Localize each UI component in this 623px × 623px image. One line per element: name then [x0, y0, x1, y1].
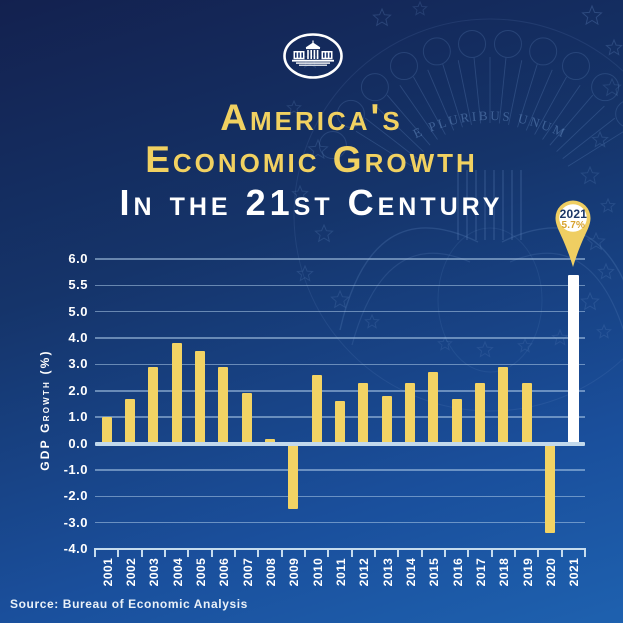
x-axis-label-2019: 2019 — [520, 557, 535, 587]
x-axis-tick — [327, 548, 330, 557]
x-axis-label-2010: 2010 — [310, 557, 325, 587]
bar-2010 — [311, 375, 322, 444]
x-axis-tick — [280, 548, 283, 557]
x-axis-tick — [444, 548, 446, 557]
x-axis-tick — [140, 548, 143, 557]
y-axis-label--4.0: -4.0 — [63, 541, 88, 556]
bar-2008 — [265, 439, 275, 444]
gridline-5.0 — [95, 310, 585, 313]
x-axis-tick — [210, 548, 213, 557]
bar-2019 — [521, 382, 532, 444]
x-axis-label-2001: 2001 — [100, 557, 115, 587]
bar-2014 — [405, 382, 415, 444]
title-line-3: In the 21st Century — [119, 182, 504, 223]
map-pin-icon — [555, 200, 591, 267]
x-axis-tick — [304, 548, 306, 557]
x-axis-line — [95, 547, 586, 550]
x-axis-label-2017: 2017 — [474, 557, 488, 587]
bar-2013 — [381, 396, 392, 444]
x-axis-label-2014: 2014 — [404, 557, 418, 587]
y-axis-label-5.5: 5.5 — [68, 277, 88, 293]
y-axis-label-6.0: 6.0 — [68, 251, 88, 266]
gridline--2.0 — [95, 495, 585, 498]
callout-pin-2021: 2021 5.7% — [553, 198, 593, 270]
x-axis-label-2003: 2003 — [147, 557, 162, 587]
gridline-5.5 — [95, 284, 585, 287]
bar-2009 — [288, 443, 299, 510]
bar-2021 — [567, 274, 579, 444]
x-axis-tick — [350, 548, 353, 557]
bar-2018 — [498, 367, 509, 444]
x-axis-tick — [397, 548, 400, 557]
x-axis-tick — [490, 548, 493, 557]
x-axis-tick — [187, 548, 190, 557]
y-axis-label-4.0: 4.0 — [68, 330, 88, 346]
x-axis-label-2018: 2018 — [497, 557, 512, 587]
callout-value: 5.7% — [561, 220, 586, 231]
zero-baseline — [95, 441, 585, 446]
bar-2007 — [241, 393, 252, 444]
y-axis-label--3.0: -3.0 — [63, 514, 88, 530]
white-house-icon — [283, 33, 343, 79]
bar-2003 — [148, 367, 159, 444]
y-axis-label-0.0: 0.0 — [68, 435, 88, 451]
x-axis-tick — [257, 548, 260, 557]
x-axis-label-2020: 2020 — [544, 557, 558, 587]
bar-2011 — [335, 401, 345, 444]
bar-2015 — [428, 372, 439, 444]
x-axis-label-2012: 2012 — [357, 557, 372, 587]
x-axis-tick — [467, 548, 470, 557]
bar-2001 — [101, 417, 112, 444]
x-axis-label-2007: 2007 — [240, 557, 255, 587]
x-axis-label-2009: 2009 — [287, 557, 302, 587]
x-axis-tick — [420, 548, 423, 557]
y-axis-label-3.0: 3.0 — [68, 356, 88, 372]
bar-2020 — [545, 443, 555, 534]
x-axis-tick — [537, 548, 540, 557]
gridline-2.0 — [95, 390, 585, 392]
gridline-6.0 — [95, 258, 585, 260]
gridline-3.0 — [95, 363, 585, 366]
source-credit: Source: Bureau of Economic Analysis — [10, 597, 248, 611]
y-axis-label--2.0: -2.0 — [63, 488, 88, 504]
callout-year: 2021 — [559, 207, 588, 221]
title-line-1: America's — [220, 97, 403, 138]
x-axis-label-2005: 2005 — [194, 557, 208, 587]
bar-2005 — [195, 351, 205, 444]
y-axis-label-1.0: 1.0 — [68, 409, 88, 425]
x-axis-tick — [584, 548, 586, 557]
gridline-4.0 — [95, 337, 585, 339]
x-axis-label-2016: 2016 — [450, 557, 465, 587]
bar-2017 — [475, 382, 485, 444]
bar-2012 — [358, 382, 369, 444]
bar-2016 — [451, 398, 462, 444]
x-axis-label-2015: 2015 — [427, 557, 442, 587]
x-axis-tick — [234, 548, 236, 557]
y-axis-label--1.0: -1.0 — [63, 461, 88, 477]
title-line-2: Economic Growth — [145, 139, 478, 180]
x-axis-tick — [117, 548, 120, 557]
bar-2006 — [218, 367, 229, 444]
x-axis-tick — [514, 548, 516, 557]
x-axis-label-2011: 2011 — [334, 557, 348, 587]
x-axis-tick — [374, 548, 376, 557]
x-axis-tick — [164, 548, 166, 557]
x-axis-label-2021: 2021 — [567, 557, 582, 587]
y-axis-label-5.0: 5.0 — [68, 303, 88, 319]
x-axis-label-2006: 2006 — [217, 557, 232, 587]
white-house-logo — [281, 31, 345, 82]
x-axis-label-2004: 2004 — [170, 557, 185, 587]
gridline--3.0 — [95, 521, 585, 524]
x-axis-label-2013: 2013 — [380, 557, 395, 587]
bar-2002 — [125, 398, 135, 444]
x-axis-label-2008: 2008 — [264, 557, 278, 587]
y-axis-label-2.0: 2.0 — [68, 382, 88, 398]
bar-2004 — [171, 343, 182, 444]
x-axis-label-2002: 2002 — [124, 557, 138, 587]
x-axis-tick — [94, 548, 96, 557]
gridline--1.0 — [95, 469, 585, 471]
x-axis-tick — [560, 548, 563, 557]
